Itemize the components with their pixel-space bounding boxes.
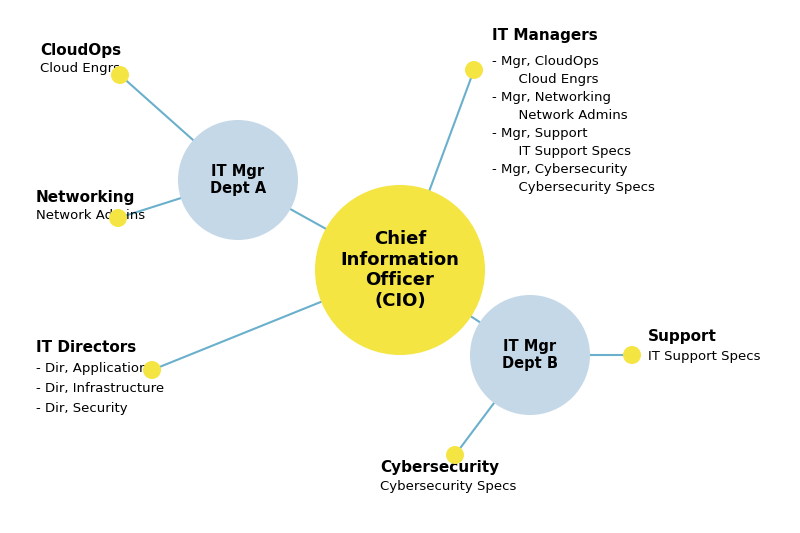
Circle shape — [315, 185, 485, 355]
Text: - Mgr, CloudOps: - Mgr, CloudOps — [492, 55, 598, 68]
Text: Cybersecurity Specs: Cybersecurity Specs — [380, 480, 516, 493]
Circle shape — [446, 446, 464, 464]
Text: IT Support Specs: IT Support Specs — [648, 350, 761, 363]
Text: Cybersecurity: Cybersecurity — [380, 460, 499, 475]
Text: Support: Support — [648, 329, 717, 344]
Text: IT Support Specs: IT Support Specs — [510, 145, 631, 158]
Circle shape — [109, 209, 127, 227]
Text: Cloud Engrs: Cloud Engrs — [510, 73, 598, 86]
Circle shape — [178, 120, 298, 240]
Text: Cloud Engrs: Cloud Engrs — [40, 62, 120, 75]
Text: - Dir, Applications: - Dir, Applications — [36, 362, 154, 375]
Circle shape — [623, 346, 641, 364]
Text: - Dir, Infrastructure: - Dir, Infrastructure — [36, 382, 164, 395]
Circle shape — [143, 361, 161, 379]
Text: Chief
Information
Officer
(CIO): Chief Information Officer (CIO) — [341, 230, 459, 310]
Text: CloudOps: CloudOps — [40, 43, 121, 58]
Text: IT Mgr
Dept A: IT Mgr Dept A — [210, 164, 266, 196]
Circle shape — [111, 66, 129, 84]
Text: IT Managers: IT Managers — [492, 28, 598, 43]
Text: Network Admins: Network Admins — [36, 209, 145, 222]
Text: Cybersecurity Specs: Cybersecurity Specs — [510, 181, 655, 194]
Text: - Mgr, Networking: - Mgr, Networking — [492, 91, 611, 104]
Text: IT Directors: IT Directors — [36, 340, 136, 355]
Circle shape — [470, 295, 590, 415]
Circle shape — [465, 61, 483, 79]
Text: - Dir, Security: - Dir, Security — [36, 402, 128, 415]
Text: - Mgr, Support: - Mgr, Support — [492, 127, 587, 140]
Text: - Mgr, Cybersecurity: - Mgr, Cybersecurity — [492, 163, 627, 176]
Text: IT Mgr
Dept B: IT Mgr Dept B — [502, 339, 558, 371]
Text: Network Admins: Network Admins — [510, 109, 628, 122]
Text: Networking: Networking — [36, 190, 135, 205]
